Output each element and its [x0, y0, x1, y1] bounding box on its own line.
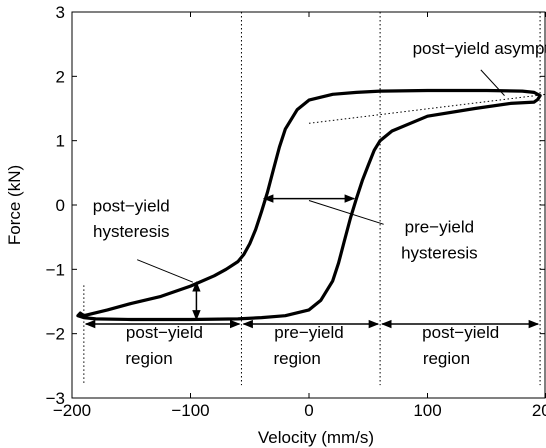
y-axis-title: Force (kN) — [5, 165, 24, 245]
annotation-label: pre−yield — [405, 218, 474, 237]
annotation-label: hysteresis — [401, 243, 478, 262]
annotations-layer: post−yield asymptote post−yield hysteresis… — [83, 12, 546, 386]
y-tick-label: 1 — [56, 132, 65, 151]
annotation-label: post−yield asymptote — [413, 39, 546, 58]
annotation-label: region — [125, 349, 172, 368]
y-tick-label: −1 — [46, 260, 65, 279]
axes-layer: −200 −100 0 100 200 −3 −2 −1 0 1 2 3 — [46, 3, 546, 420]
y-tick-label: −3 — [46, 389, 65, 408]
annotation-label: post−yield — [93, 196, 170, 215]
annotation-label: hysteresis — [93, 222, 170, 241]
x-tick-label: −200 — [53, 401, 91, 420]
pre-yield-hysteresis-leader — [308, 200, 384, 225]
x-tick-label: 200 — [532, 401, 546, 420]
annotation-label: pre−yield — [274, 323, 343, 342]
annotation-label: region — [274, 349, 321, 368]
x-tick-label: 100 — [413, 401, 441, 420]
hysteresis-loop-line — [76, 88, 542, 322]
y-tick-label: 0 — [56, 196, 65, 215]
y-tick-label: 3 — [56, 3, 65, 22]
x-tick-label: 0 — [304, 401, 313, 420]
x-axis-title: Velocity (mm/s) — [258, 428, 374, 447]
annotation-label: region — [423, 349, 470, 368]
annotation-label: post−yield — [422, 323, 499, 342]
annotation-label: post−yield — [126, 323, 203, 342]
y-tick-label: 2 — [56, 67, 65, 86]
post-yield-hysteresis-leader — [136, 259, 194, 283]
curve-layer — [76, 88, 542, 322]
y-tick-label: −2 — [46, 325, 65, 344]
x-tick-label: −100 — [171, 401, 209, 420]
asymptote-line — [308, 93, 546, 124]
